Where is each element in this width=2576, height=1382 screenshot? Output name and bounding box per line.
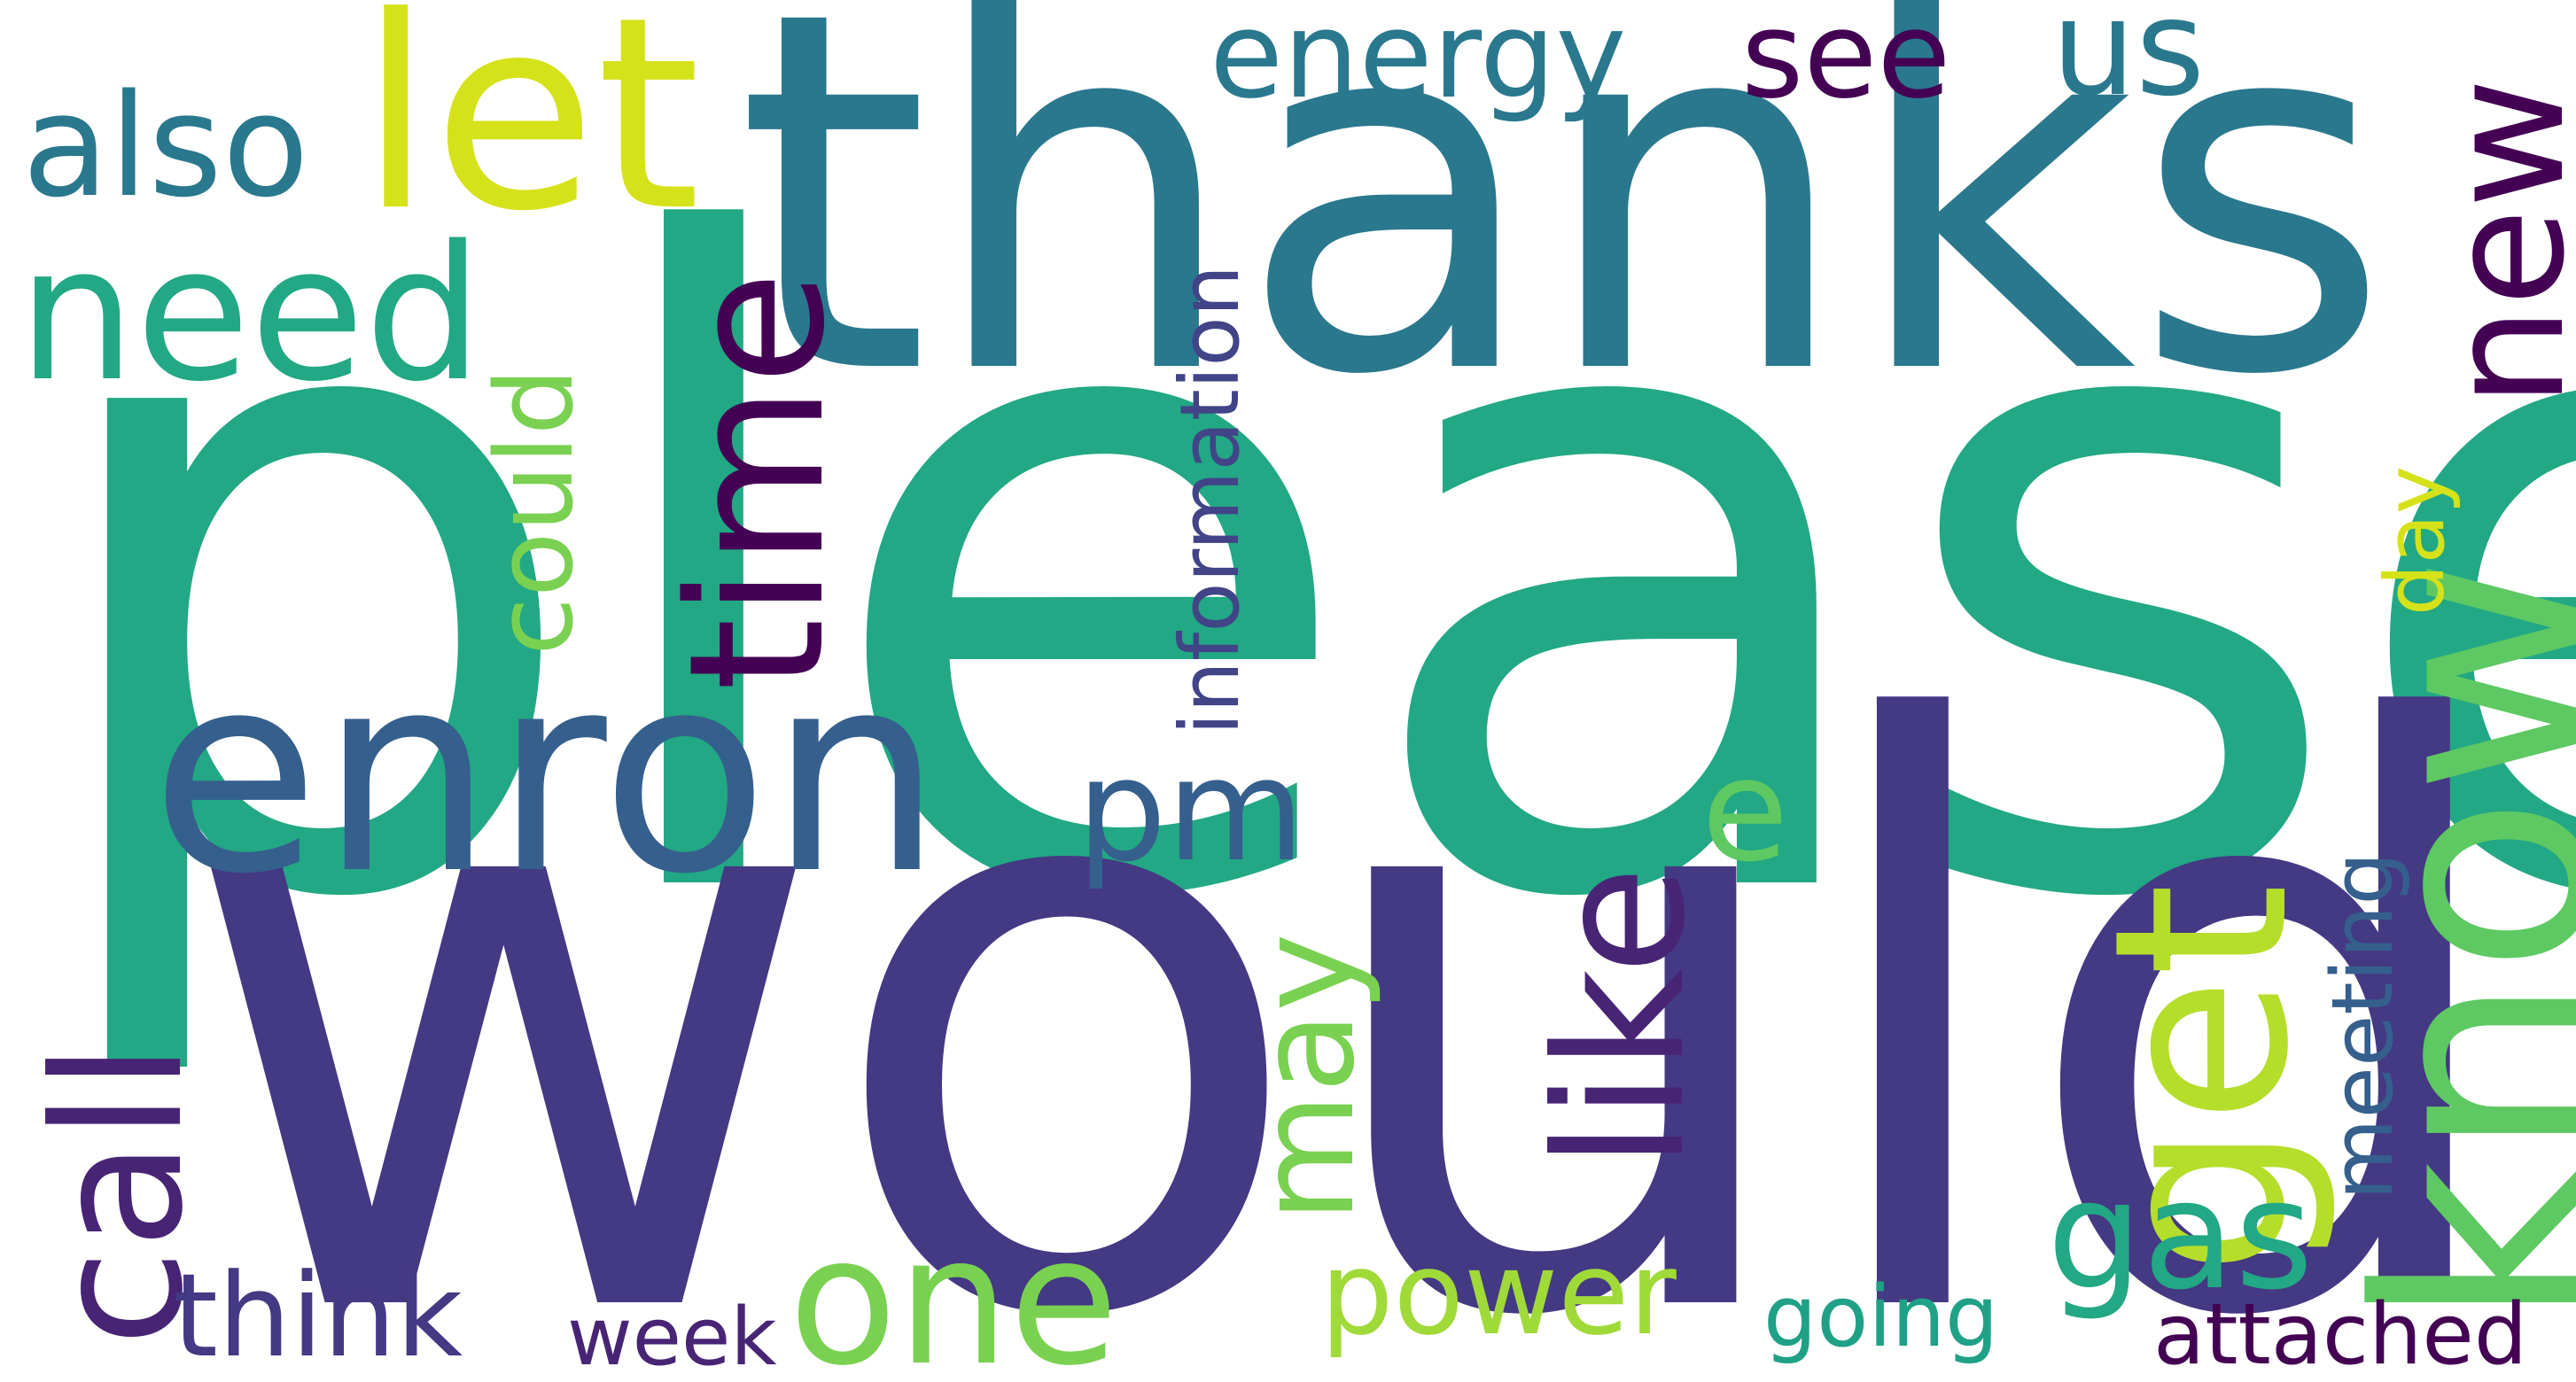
word-also: also — [22, 63, 309, 229]
word-think: think — [173, 1248, 463, 1382]
word-information: information — [1163, 265, 1257, 735]
word-week: week — [567, 1291, 777, 1382]
word-power: power — [1320, 1226, 1677, 1361]
word-gas: gas — [2047, 1148, 2314, 1324]
word-see: see — [1741, 0, 1951, 125]
word-day: day — [2368, 465, 2463, 616]
word-going: going — [1763, 1269, 1999, 1366]
word-energy: energy — [1210, 0, 1627, 125]
word-time: time — [649, 270, 866, 691]
word-thanks: thanks — [735, 0, 2392, 484]
word-could: could — [474, 368, 597, 656]
word-let: let — [359, 0, 701, 269]
word-need: need — [18, 206, 483, 423]
word-enron: enron — [151, 615, 943, 935]
word-us: us — [2051, 0, 2206, 126]
word-attached: attached — [2153, 1286, 2528, 1382]
word-e: e — [1701, 727, 1789, 893]
word-may: may — [1230, 933, 1384, 1223]
word-like: like — [1518, 866, 1724, 1169]
word-would: would — [177, 563, 2522, 1382]
word-please: please — [27, 60, 2576, 1091]
word-new: new — [2415, 77, 2576, 408]
word-one: one — [789, 1199, 1119, 1382]
word-pm: pm — [1077, 727, 1305, 893]
word-meeting: meeting — [2315, 851, 2412, 1200]
